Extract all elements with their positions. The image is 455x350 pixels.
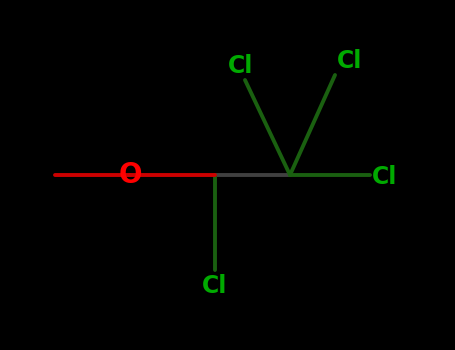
Text: O: O	[118, 161, 142, 189]
Text: Cl: Cl	[202, 274, 228, 298]
Text: Cl: Cl	[337, 49, 362, 73]
Text: Cl: Cl	[372, 165, 397, 189]
Text: Cl: Cl	[228, 54, 254, 78]
